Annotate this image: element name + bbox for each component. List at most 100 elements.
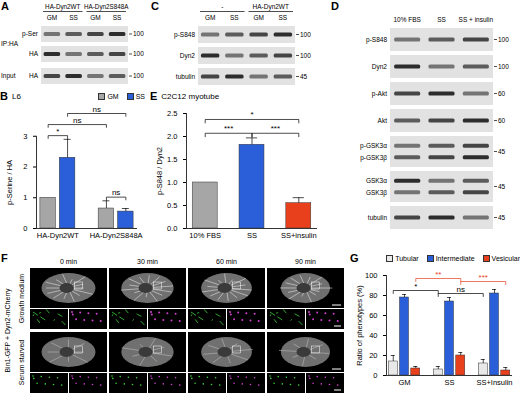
svg-text:HA-Dyn2WT: HA-Dyn2WT: [253, 3, 290, 11]
svg-text:p-Akt: p-Akt: [372, 90, 387, 98]
svg-text:20: 20: [369, 351, 377, 360]
svg-text:F: F: [1, 252, 8, 264]
svg-text:*: *: [56, 127, 59, 136]
svg-text:SS: SS: [247, 231, 257, 240]
svg-text:100: 100: [133, 50, 144, 57]
svg-text:SS: SS: [444, 378, 454, 387]
svg-text:Ratio of phenotypes (%): Ratio of phenotypes (%): [355, 285, 364, 366]
svg-text:p-GSK3α: p-GSK3α: [360, 142, 387, 150]
svg-text:10% FBS: 10% FBS: [189, 231, 221, 240]
svg-text:GSK3β: GSK3β: [366, 189, 387, 197]
svg-text:-: -: [221, 3, 223, 10]
svg-text:*: *: [414, 282, 417, 291]
svg-text:Input: Input: [1, 72, 16, 80]
svg-text:100: 100: [300, 31, 311, 38]
svg-text:100: 100: [133, 30, 144, 37]
svg-text:ns: ns: [92, 105, 100, 114]
svg-text:p-S848: p-S848: [366, 36, 387, 44]
svg-text:ns: ns: [457, 285, 465, 294]
svg-text:40: 40: [369, 331, 377, 340]
svg-text:HA-Dyn2S848A: HA-Dyn2S848A: [90, 231, 143, 240]
svg-text:p-S848: p-S848: [174, 31, 195, 39]
svg-text:10% FBS: 10% FBS: [393, 16, 421, 23]
html-text:SS: SS: [135, 92, 145, 100]
svg-text:Serum starved: Serum starved: [18, 340, 25, 386]
svg-text:***: ***: [224, 124, 233, 133]
svg-text:60: 60: [369, 311, 377, 320]
svg-text:IP:HA: IP:HA: [1, 40, 19, 47]
svg-text:HA-Dyn2WT: HA-Dyn2WT: [45, 3, 80, 11]
svg-text:tubulin: tubulin: [176, 73, 196, 80]
svg-text:Dyn2: Dyn2: [372, 63, 388, 71]
svg-text:Bin1-GFP + Dyn2-mCherry: Bin1-GFP + Dyn2-mCherry: [4, 288, 12, 373]
svg-text:GSK3α: GSK3α: [366, 177, 387, 184]
svg-text:SS: SS: [279, 14, 288, 21]
svg-text:SS: SS: [69, 14, 78, 21]
svg-text:0.5: 0.5: [167, 201, 177, 210]
svg-text:60: 60: [498, 90, 506, 97]
svg-text:**: **: [435, 270, 441, 279]
svg-text:60: 60: [498, 117, 506, 124]
svg-text:HA-Dyn2S848A: HA-Dyn2S848A: [84, 3, 129, 11]
svg-text:100: 100: [133, 72, 144, 79]
svg-text:45: 45: [300, 73, 308, 80]
svg-text:SS: SS: [230, 14, 239, 21]
html-text:E C2C12 myotube: E C2C12 myotube: [150, 90, 220, 102]
svg-text:SS + insulin: SS + insulin: [459, 16, 494, 23]
svg-text:HA: HA: [29, 72, 39, 79]
svg-text:3: 3: [23, 132, 27, 141]
svg-text:ns: ns: [112, 188, 120, 197]
svg-text:100: 100: [498, 36, 509, 43]
svg-text:C: C: [151, 0, 159, 12]
svg-text:Akt: Akt: [378, 117, 388, 124]
svg-text:GM: GM: [90, 14, 100, 21]
html-text:Tubular: Tubular: [395, 254, 419, 262]
svg-text:A: A: [1, 0, 9, 12]
svg-text:*: *: [250, 110, 253, 119]
svg-text:GM: GM: [47, 14, 57, 21]
svg-text:45: 45: [498, 148, 506, 155]
html-text:B L6: B L6: [0, 90, 21, 102]
svg-text:2: 2: [23, 162, 27, 171]
svg-text:p-GSK3β: p-GSK3β: [360, 154, 387, 162]
svg-text:p-S848 / Dyn2: p-S848 / Dyn2: [155, 147, 164, 195]
svg-text:p-Ser: p-Ser: [22, 30, 39, 38]
svg-text:100: 100: [498, 63, 509, 70]
svg-text:Growth medium: Growth medium: [18, 274, 25, 324]
svg-text:GM: GM: [398, 378, 410, 387]
svg-text:2.0: 2.0: [167, 132, 177, 141]
html-text:GM: GM: [107, 92, 119, 100]
svg-text:GM: GM: [253, 14, 263, 21]
svg-text:60 min: 60 min: [216, 258, 237, 265]
svg-text:0: 0: [23, 224, 27, 233]
svg-text:SS: SS: [113, 14, 122, 21]
html-text:G: G: [350, 252, 359, 264]
svg-text:80: 80: [369, 291, 377, 300]
svg-text:SS+Insulin: SS+Insulin: [476, 378, 512, 387]
svg-text:HA-Dyn2WT: HA-Dyn2WT: [37, 231, 80, 240]
svg-text:100: 100: [300, 52, 311, 59]
svg-text:***: ***: [271, 124, 280, 133]
svg-text:0 min: 0 min: [60, 258, 77, 265]
svg-text:GM: GM: [205, 14, 215, 21]
svg-text:D: D: [331, 0, 339, 12]
svg-text:1: 1: [23, 193, 27, 202]
svg-text:1.0: 1.0: [167, 178, 177, 187]
svg-text:30 min: 30 min: [137, 258, 158, 265]
svg-text:45: 45: [498, 183, 506, 190]
svg-text:Dyn2: Dyn2: [180, 52, 196, 60]
svg-text:0.0: 0.0: [167, 224, 177, 233]
svg-text:***: ***: [479, 273, 488, 282]
svg-text:SS+insulin: SS+insulin: [281, 231, 317, 240]
svg-text:p-Serine / HA: p-Serine / HA: [5, 160, 14, 205]
svg-text:1.5: 1.5: [167, 155, 177, 164]
svg-text:2.5: 2.5: [167, 109, 177, 118]
svg-text:tubulin: tubulin: [368, 214, 388, 221]
svg-text:45: 45: [498, 214, 506, 221]
svg-text:HA: HA: [29, 50, 39, 57]
svg-text:100: 100: [365, 271, 378, 280]
svg-text:0: 0: [373, 371, 377, 380]
svg-text:ns: ns: [73, 116, 81, 125]
svg-text:90 min: 90 min: [295, 258, 316, 265]
svg-text:SS: SS: [437, 16, 446, 23]
